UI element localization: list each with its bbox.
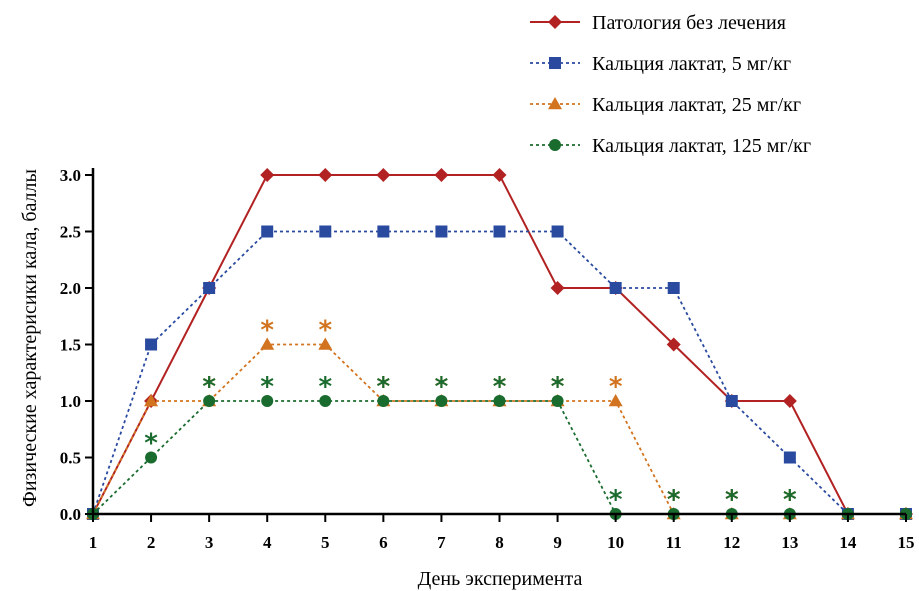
legend-label: Кальция лактат, 5 мг/кг (592, 53, 791, 75)
legend-label: Кальция лактат, 125 мг/кг (592, 135, 811, 157)
x-tick-label: 9 (553, 533, 562, 552)
x-tick-label: 7 (437, 533, 446, 552)
y-axis-title: Физические характерисики кала, баллы (19, 169, 41, 507)
data-point (377, 395, 390, 407)
data-point (203, 395, 216, 407)
significance-star: * (783, 485, 797, 515)
data-point (551, 395, 564, 407)
data-point (783, 451, 796, 464)
data-point (551, 225, 564, 238)
x-tick-label: 2 (147, 533, 156, 552)
legend-label: Кальция лактат, 25 мг/кг (592, 94, 801, 116)
x-tick-label: 5 (321, 533, 330, 552)
significance-star: * (318, 316, 332, 346)
y-tick-label: 0.0 (60, 505, 81, 524)
data-point (260, 168, 275, 182)
significance-star: * (202, 372, 216, 402)
x-tick-label: 15 (898, 533, 915, 552)
significance-star: * (493, 372, 507, 402)
data-point (261, 225, 274, 238)
legend: Патология без лечения Кальция лактат, 5 м… (530, 12, 811, 157)
y-tick-label: 0.5 (60, 449, 81, 468)
data-point (318, 337, 333, 350)
x-tick-label: 6 (379, 533, 388, 552)
y-tick-label: 1.5 (60, 336, 81, 355)
series-1 (86, 168, 913, 521)
data-point (377, 225, 390, 238)
data-point (667, 282, 680, 294)
x-tick-label: 14 (839, 533, 857, 552)
significance-star: * (551, 372, 565, 402)
data-point (782, 394, 797, 408)
data-point (318, 168, 333, 182)
x-tick-label: 11 (666, 533, 682, 552)
x-tick-label: 4 (263, 533, 272, 552)
data-point (493, 225, 506, 238)
data-point (319, 395, 332, 407)
significance-star: * (725, 485, 739, 515)
data-point (145, 451, 158, 464)
data-point (434, 168, 449, 182)
legend-item: Кальция лактат, 25 мг/кг (530, 94, 801, 116)
x-axis-title: День эксперимента (418, 568, 583, 590)
legend-marker (549, 57, 561, 69)
x-tick-label: 12 (723, 533, 740, 552)
ticks-layer: 0.00.51.01.52.02.53.01 2 3 4 5 6 7 8 9 10 11 12 13 14… (60, 166, 915, 552)
series-layer: ** ** * * * ** * *** * * * * * ** * * * (86, 168, 913, 521)
x-tick-label: 8 (495, 533, 504, 552)
data-point (725, 395, 738, 407)
legend-item: Кальция лактат, 125 мг/кг (530, 135, 811, 157)
x-tick-label: 13 (781, 533, 798, 552)
data-point (435, 225, 448, 238)
data-point (376, 168, 391, 182)
significance-star: * (202, 372, 216, 402)
series-4: * * * * * * * * * * * * (87, 372, 912, 520)
x-tick-label: 3 (205, 533, 214, 552)
data-point (144, 394, 159, 407)
y-tick-label: 1.0 (60, 392, 81, 411)
data-point (145, 338, 158, 351)
significance-star: * (783, 485, 797, 515)
legend-marker (548, 15, 562, 29)
data-point (550, 281, 565, 295)
x-tick-label: 1 (89, 533, 98, 552)
series-line (92, 343, 906, 515)
legend-label: Патология без лечения (592, 12, 786, 34)
significance-star: * (667, 485, 681, 515)
data-point (666, 337, 681, 352)
significance-star: * (667, 485, 681, 515)
significance-star: * (260, 316, 274, 346)
y-tick-label: 3.0 (60, 166, 81, 185)
data-point (260, 337, 275, 350)
legend-item: Кальция лактат, 5 мг/кг (530, 53, 791, 75)
x-tick-label: 10 (607, 533, 624, 552)
significance-star: * (435, 372, 449, 402)
significance-star: * (260, 372, 274, 402)
significance-star: * (493, 372, 507, 402)
data-point (609, 282, 622, 294)
data-point (261, 395, 274, 407)
significance-star: * (377, 372, 391, 402)
significance-star: * (609, 485, 623, 515)
legend-marker (549, 139, 561, 151)
significance-star: * (609, 372, 623, 402)
significance-star: * (318, 372, 332, 402)
significance-star: * (144, 429, 158, 459)
significance-star: * (551, 372, 565, 402)
data-point (435, 395, 448, 407)
significance-star: * (435, 372, 449, 402)
significance-star: * (725, 485, 739, 515)
data-point (608, 394, 623, 407)
legend-marker (548, 97, 562, 110)
y-tick-label: 2.5 (60, 223, 81, 242)
significance-star: * (377, 372, 391, 402)
data-point (492, 168, 507, 182)
data-point (203, 282, 216, 294)
legend-item: Патология без лечения (530, 12, 786, 34)
y-tick-label: 2.0 (60, 279, 81, 298)
data-point (493, 395, 506, 407)
data-point (319, 225, 332, 238)
